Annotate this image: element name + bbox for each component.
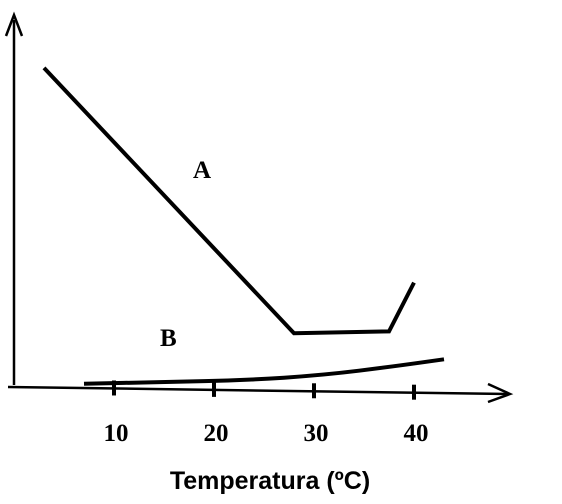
x-axis-title: Temperatura (ºC): [170, 467, 370, 495]
x-axis-arrowhead: [487, 382, 514, 404]
x-tick-label-40: 40: [404, 420, 429, 447]
curve-label-a: A: [193, 157, 211, 184]
x-tick-label-30: 30: [304, 420, 329, 447]
x-axis-line: [7, 385, 509, 396]
series-layer: [42, 66, 445, 386]
x-tick-label-10: 10: [104, 420, 129, 447]
series-line-b: [83, 357, 445, 386]
y-axis-arrowhead: [4, 11, 24, 37]
x-tick-label-20: 20: [204, 420, 229, 447]
series-line-a: [42, 66, 416, 336]
x-axis-ticks: 10 20 30 40: [104, 380, 429, 447]
curve-label-b: B: [160, 325, 177, 352]
